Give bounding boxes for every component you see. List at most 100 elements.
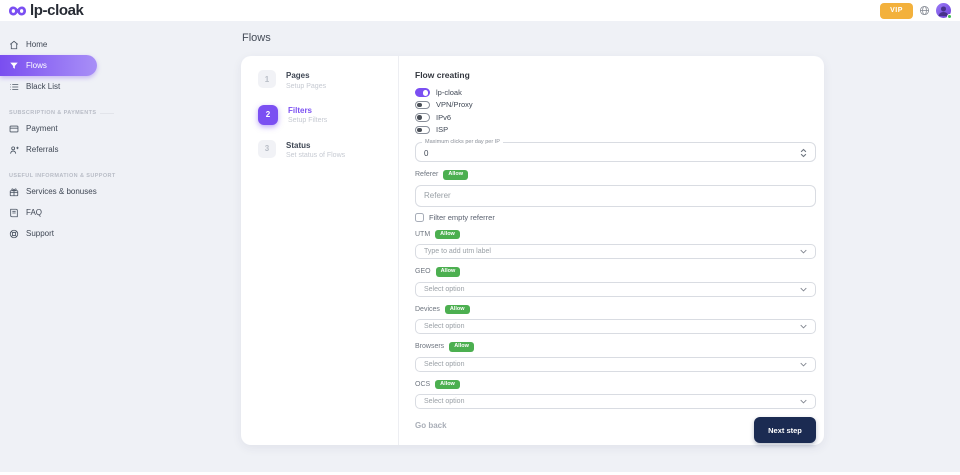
sidebar-item-payment[interactable]: Payment xyxy=(0,118,120,139)
utm-select[interactable]: Type to add utm label xyxy=(415,244,816,259)
sidebar-item-home[interactable]: Home xyxy=(0,34,120,55)
step-number: 3 xyxy=(258,139,276,158)
home-icon xyxy=(9,40,19,50)
ocs-allow-badge[interactable]: Allow xyxy=(435,379,460,389)
gift-icon xyxy=(9,187,19,197)
utm-allow-badge[interactable]: Allow xyxy=(435,229,460,239)
avatar[interactable] xyxy=(936,3,952,19)
step-title: Pages xyxy=(286,71,310,80)
online-status-dot xyxy=(947,14,952,19)
geo-label: GEO xyxy=(415,268,431,276)
sidebar-item-label: Services & bonuses xyxy=(26,187,97,196)
max-clicks-label: Maximum clicks per day per IP xyxy=(422,139,503,145)
form-title: Flow creating xyxy=(415,70,470,80)
toggle-label: lp-cloak xyxy=(436,87,462,97)
devices-label: Devices xyxy=(415,305,440,313)
sidebar-item-label: Home xyxy=(26,40,48,49)
browsers-select-placeholder: Select option xyxy=(424,360,465,368)
page-title: Flows xyxy=(242,32,271,44)
devices-select[interactable]: Select option xyxy=(415,319,816,334)
geo-label-row: GEO Allow xyxy=(415,267,816,277)
sidebar-item-label: Referrals xyxy=(26,145,59,154)
browsers-select[interactable]: Select option xyxy=(415,356,816,372)
sidebar-item-label: Flows xyxy=(26,61,47,70)
referer-label-row: Referer Allow xyxy=(415,170,816,180)
toggle-switch[interactable] xyxy=(415,125,430,134)
sidebar-item-faq[interactable]: FAQ xyxy=(0,202,120,223)
devices-label-row: Devices Allow xyxy=(415,304,816,314)
step-filters[interactable]: 2 Filters Setup Filters xyxy=(258,104,398,125)
devices-allow-badge[interactable]: Allow xyxy=(444,304,470,314)
step-number: 2 xyxy=(258,104,278,125)
step-subtitle: Setup Pages xyxy=(286,82,327,90)
ocs-label-row: OCS Allow xyxy=(415,379,816,389)
next-step-button[interactable]: Next step xyxy=(754,417,816,443)
sidebar-item-label: FAQ xyxy=(26,208,43,217)
filter-empty-referrer-checkbox[interactable] xyxy=(415,212,424,222)
step-status[interactable]: 3 Status Set status of Flows xyxy=(258,139,398,159)
go-back-button[interactable]: Go back xyxy=(415,417,447,430)
browsers-label-row: Browsers Allow xyxy=(415,342,816,352)
sidebar-item-support[interactable]: Support xyxy=(0,223,120,244)
form-footer: Go back Next step xyxy=(415,417,816,443)
support-icon xyxy=(9,229,19,239)
sidebar-item-label: Black List xyxy=(26,82,61,91)
chevron-down-icon xyxy=(800,399,807,404)
vip-button[interactable]: VIP xyxy=(880,2,913,19)
referer-label: Referer xyxy=(415,171,439,179)
referer-input[interactable] xyxy=(415,184,816,207)
max-clicks-field: Maximum clicks per day per IP xyxy=(415,139,816,163)
sidebar-item-label: Support xyxy=(26,229,55,238)
referer-allow-badge[interactable]: Allow xyxy=(443,170,469,180)
step-pages[interactable]: 1 Pages Setup Pages xyxy=(258,70,398,90)
ocs-select[interactable]: Select option xyxy=(415,394,816,409)
sidebar-item-services[interactable]: Services & bonuses xyxy=(0,181,120,202)
sidebar-item-label: Payment xyxy=(26,124,58,133)
sidebar-item-flows[interactable]: Flows xyxy=(0,55,97,76)
number-stepper-icon[interactable] xyxy=(800,148,807,158)
chevron-down-icon xyxy=(800,287,807,292)
toggle-switch[interactable] xyxy=(415,100,430,109)
logo-text: lp-cloak xyxy=(30,2,84,19)
toggle-label: VPN/Proxy xyxy=(436,100,473,110)
filter-empty-referrer-row[interactable]: Filter empty referrer xyxy=(415,212,816,222)
toggle-label: ISP xyxy=(436,125,449,135)
ocs-select-placeholder: Select option xyxy=(424,398,465,405)
step-subtitle: Setup Filters xyxy=(288,117,328,124)
utm-select-placeholder: Type to add utm label xyxy=(424,248,491,255)
flow-creating-card: 1 Pages Setup Pages 2 Filters Setup Filt… xyxy=(241,56,824,445)
step-title: Status xyxy=(286,140,311,150)
globe-icon[interactable] xyxy=(919,5,930,16)
toggle-switch[interactable] xyxy=(415,113,430,122)
max-clicks-input[interactable] xyxy=(416,144,815,163)
faq-icon xyxy=(9,208,19,218)
utm-label: UTM xyxy=(415,230,431,238)
chevron-down-icon xyxy=(800,249,807,254)
logo[interactable]: lp-cloak xyxy=(9,2,84,19)
step-title: Filters xyxy=(288,105,313,115)
devices-select-placeholder: Select option xyxy=(424,323,465,330)
mask-logo-icon xyxy=(9,6,26,16)
top-bar-right: VIP xyxy=(880,2,952,19)
sidebar-item-referrals[interactable]: Referrals xyxy=(0,139,120,160)
toggle-isp[interactable]: ISP xyxy=(415,124,816,137)
toggle-lp-cloak[interactable]: lp-cloak xyxy=(415,86,816,99)
geo-allow-badge[interactable]: Allow xyxy=(435,267,461,277)
flows-icon xyxy=(9,61,19,71)
chevron-down-icon xyxy=(800,362,807,367)
browsers-allow-badge[interactable]: Allow xyxy=(449,342,474,352)
wizard-steps: 1 Pages Setup Pages 2 Filters Setup Filt… xyxy=(241,56,399,445)
toggle-label: IPv6 xyxy=(436,112,452,122)
list-icon xyxy=(9,82,19,92)
step-subtitle: Set status of Flows xyxy=(286,152,346,159)
browsers-label: Browsers xyxy=(415,343,445,351)
referral-icon xyxy=(9,145,19,155)
toggle-ipv6[interactable]: IPv6 xyxy=(415,111,816,124)
ocs-label: OCS xyxy=(415,380,431,388)
top-bar: lp-cloak VIP xyxy=(0,0,960,21)
toggle-vpn-proxy[interactable]: VPN/Proxy xyxy=(415,99,816,112)
sidebar-item-black-list[interactable]: Black List xyxy=(0,76,120,97)
geo-select[interactable]: Select option xyxy=(415,281,816,297)
toggle-switch[interactable] xyxy=(415,88,430,97)
